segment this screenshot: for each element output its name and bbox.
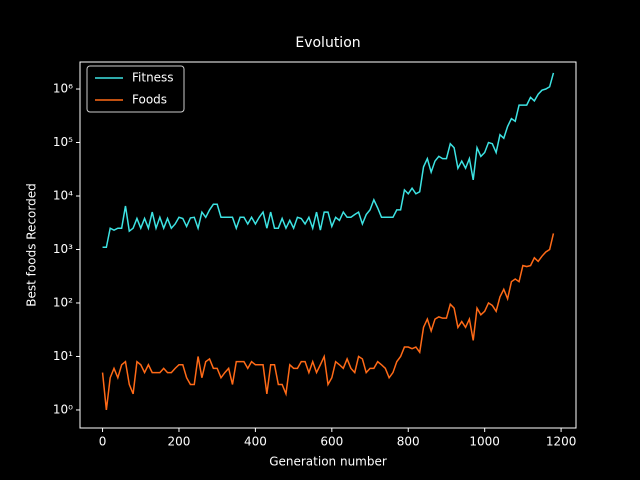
chart-title: Evolution — [295, 35, 360, 51]
line-series — [101, 233, 555, 411]
y-tick-label: 10⁶ — [53, 82, 73, 96]
x-tick-label: 1200 — [546, 435, 577, 449]
y-tick-label: 10¹ — [53, 349, 73, 363]
line-series — [102, 72, 555, 249]
legend-label: Foods — [132, 93, 167, 107]
y-axis-label: Best foods Recorded — [25, 183, 39, 306]
x-tick-label: 1000 — [469, 435, 500, 449]
x-tick-label: 200 — [168, 435, 191, 449]
x-tick-label: 800 — [397, 435, 420, 449]
y-tick-label: 10³ — [53, 242, 73, 256]
x-tick-label: 400 — [244, 435, 267, 449]
x-axis-label: Generation number — [269, 455, 387, 469]
x-tick-label: 600 — [320, 435, 343, 449]
y-tick-label: 10⁴ — [53, 189, 73, 203]
y-tick-label: 10² — [53, 295, 73, 309]
legend-label: Fitness — [132, 71, 174, 85]
y-tick-label: 10⁰ — [53, 402, 73, 416]
x-tick-label: 0 — [99, 435, 107, 449]
y-tick-label: 10⁵ — [53, 135, 73, 149]
plot-frame — [79, 61, 577, 429]
